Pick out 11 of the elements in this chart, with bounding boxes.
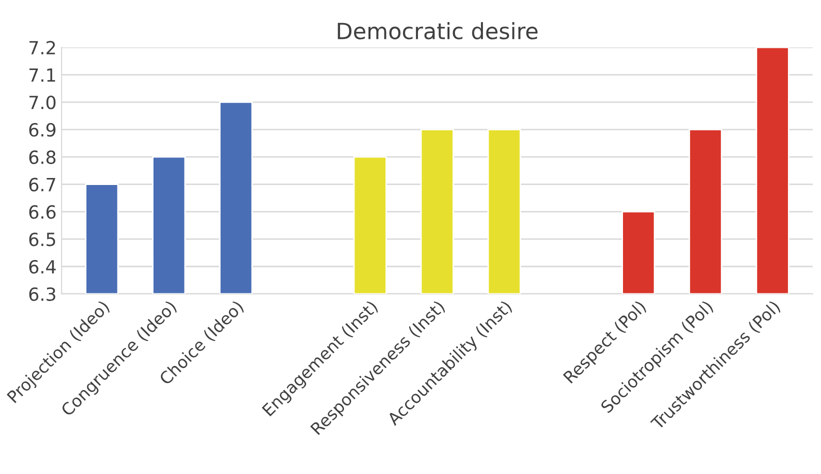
y-tick-label: 7.1 bbox=[29, 68, 56, 82]
chart-title: Democratic desire bbox=[338, 22, 538, 40]
y-tick-label: 7.0 bbox=[29, 96, 56, 110]
y-tick-label: 6.3 bbox=[29, 287, 56, 301]
y-tick-label: 6.9 bbox=[29, 123, 56, 137]
y-tick-label: 6.4 bbox=[29, 260, 56, 274]
y-tick-label: 6.6 bbox=[29, 205, 56, 219]
y-tick-label: 7.2 bbox=[29, 40, 55, 54]
y-tick-label: 6.5 bbox=[29, 232, 56, 246]
y-tick-label: 6.8 bbox=[29, 150, 56, 164]
y-tick-label: 6.7 bbox=[29, 178, 56, 192]
